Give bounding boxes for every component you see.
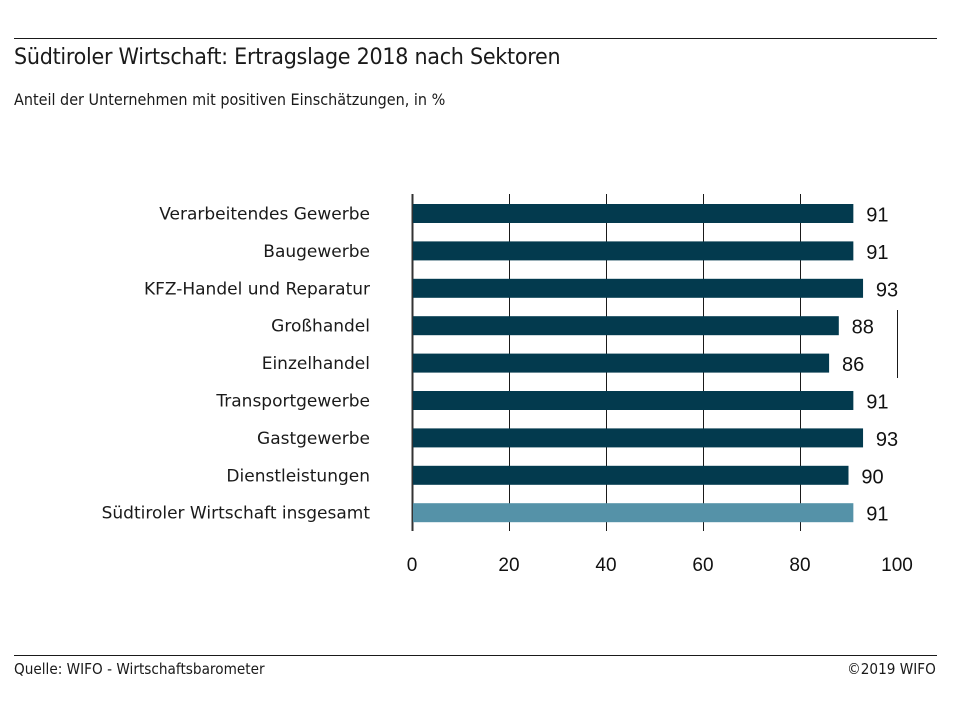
chart-subtitle: Anteil der Unternehmen mit positiven Ein… (14, 90, 446, 109)
x-tick-label: 20 (498, 555, 519, 576)
category-label: Dienstleistungen (226, 466, 370, 486)
category-label: Verarbeitendes Gewerbe (159, 205, 370, 225)
x-tick-label: 40 (595, 555, 616, 576)
value-label: 86 (842, 354, 864, 376)
x-tick-label: 60 (692, 555, 713, 576)
bar (413, 465, 849, 485)
category-label: Großhandel (271, 317, 370, 337)
top-rule (14, 38, 937, 39)
value-label: 93 (876, 279, 898, 301)
chart-title: Südtiroler Wirtschaft: Ertragslage 2018 … (14, 44, 561, 70)
bar-total (413, 503, 854, 523)
category-labels: Verarbeitendes Gewerbe Baugewerbe KFZ-Hand… (102, 205, 371, 524)
category-label: Transportgewerbe (215, 392, 370, 412)
value-label: 91 (866, 205, 888, 227)
value-label: 91 (866, 392, 888, 414)
category-label: KFZ-Handel und Reparatur (144, 279, 370, 299)
category-label: Baugewerbe (263, 242, 370, 262)
category-label: Einzelhandel (262, 354, 370, 374)
bar (413, 241, 854, 261)
bar (413, 204, 854, 223)
bar-chart: Verarbeitendes Gewerbe Baugewerbe KFZ-Hand… (102, 194, 913, 576)
value-label: 91 (866, 242, 888, 264)
x-tick-label: 0 (407, 555, 418, 576)
value-label: 91 (866, 504, 888, 526)
bottom-rule (14, 655, 937, 656)
bar (413, 316, 839, 336)
value-label: 88 (852, 317, 874, 339)
bars (413, 204, 864, 523)
bar (413, 428, 864, 448)
x-tick-label: 80 (789, 555, 810, 576)
category-label: Gastgewerbe (257, 429, 370, 449)
bar (413, 353, 830, 373)
category-label: Südtiroler Wirtschaft insgesamt (102, 504, 371, 524)
value-label: 90 (861, 466, 883, 488)
source-note: Quelle: WIFO - Wirtschaftsbarometer (14, 660, 265, 678)
bar (413, 391, 854, 410)
x-axis-tick-labels: 0 20 40 60 80 100 (407, 555, 913, 576)
copyright-note: ©2019 WIFO (847, 660, 936, 678)
value-label: 93 (876, 429, 898, 451)
x-tick-label: 100 (881, 555, 913, 576)
bar (413, 278, 864, 298)
